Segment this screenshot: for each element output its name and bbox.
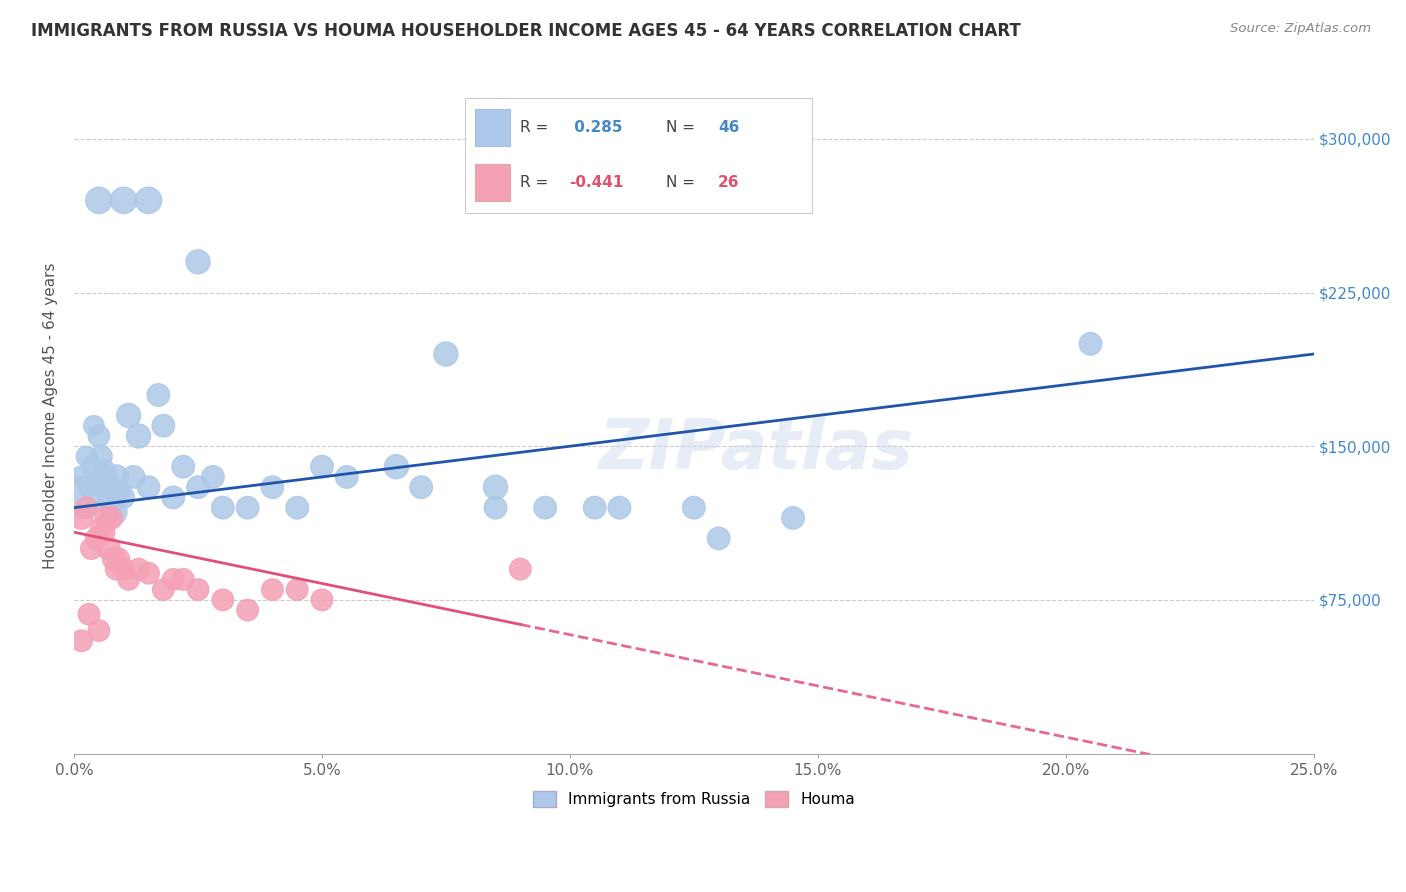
Point xyxy=(385,459,408,474)
Point xyxy=(285,500,308,515)
Point xyxy=(96,511,118,525)
Point xyxy=(609,500,631,515)
Point xyxy=(187,255,209,269)
Point xyxy=(87,429,110,443)
Point xyxy=(107,552,129,566)
Point xyxy=(172,573,194,587)
Point xyxy=(187,582,209,597)
Point xyxy=(162,491,184,505)
Point xyxy=(534,500,557,515)
Point xyxy=(484,500,506,515)
Point xyxy=(76,500,98,515)
Point xyxy=(105,562,128,576)
Point xyxy=(411,480,433,494)
Point xyxy=(583,500,606,515)
Point xyxy=(128,429,150,443)
Point xyxy=(100,511,122,525)
Point xyxy=(86,532,108,546)
Point xyxy=(96,470,118,484)
Point xyxy=(112,194,135,208)
Text: IMMIGRANTS FROM RUSSIA VS HOUMA HOUSEHOLDER INCOME AGES 45 - 64 YEARS CORRELATIO: IMMIGRANTS FROM RUSSIA VS HOUMA HOUSEHOL… xyxy=(31,22,1021,40)
Text: Source: ZipAtlas.com: Source: ZipAtlas.com xyxy=(1230,22,1371,36)
Point xyxy=(128,562,150,576)
Point xyxy=(112,491,135,505)
Y-axis label: Householder Income Ages 45 - 64 years: Householder Income Ages 45 - 64 years xyxy=(44,262,58,569)
Point xyxy=(236,500,259,515)
Point xyxy=(311,459,333,474)
Point xyxy=(201,470,224,484)
Point xyxy=(152,418,174,433)
Point xyxy=(148,388,170,402)
Point xyxy=(311,592,333,607)
Point xyxy=(93,464,115,478)
Point xyxy=(70,491,93,505)
Point xyxy=(152,582,174,597)
Point xyxy=(122,470,145,484)
Point xyxy=(1080,336,1102,351)
Point xyxy=(80,541,103,556)
Point xyxy=(138,566,160,581)
Point xyxy=(77,607,100,622)
Point xyxy=(262,582,284,597)
Point xyxy=(93,525,115,540)
Point xyxy=(707,532,730,546)
Point xyxy=(100,491,122,505)
Point xyxy=(138,194,160,208)
Point xyxy=(90,521,112,535)
Point xyxy=(87,194,110,208)
Point xyxy=(211,592,233,607)
Point xyxy=(80,459,103,474)
Point xyxy=(172,459,194,474)
Point xyxy=(70,633,93,648)
Point xyxy=(90,450,112,464)
Point xyxy=(97,480,120,494)
Point xyxy=(484,480,506,494)
Text: ZIPatlas: ZIPatlas xyxy=(599,416,914,483)
Point xyxy=(112,562,135,576)
Point xyxy=(236,603,259,617)
Point xyxy=(103,505,125,519)
Point xyxy=(187,480,209,494)
Point xyxy=(83,418,105,433)
Point xyxy=(107,484,129,499)
Point xyxy=(509,562,531,576)
Point xyxy=(117,409,139,423)
Point xyxy=(97,541,120,556)
Point xyxy=(782,511,804,525)
Point xyxy=(105,470,128,484)
Point xyxy=(434,347,457,361)
Point xyxy=(77,480,100,494)
Point xyxy=(285,582,308,597)
Point xyxy=(70,511,93,525)
Point xyxy=(70,470,93,484)
Point xyxy=(103,552,125,566)
Point xyxy=(117,573,139,587)
Point xyxy=(162,573,184,587)
Point xyxy=(87,624,110,638)
Point xyxy=(211,500,233,515)
Point xyxy=(262,480,284,494)
Point xyxy=(76,450,98,464)
Legend: Immigrants from Russia, Houma: Immigrants from Russia, Houma xyxy=(526,785,862,814)
Point xyxy=(336,470,359,484)
Point xyxy=(683,500,706,515)
Point xyxy=(138,480,160,494)
